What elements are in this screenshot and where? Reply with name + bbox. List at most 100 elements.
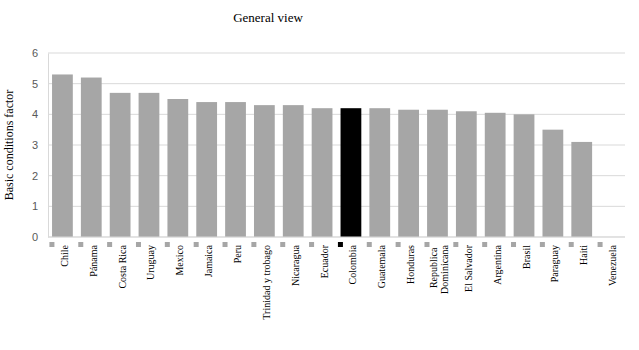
bar xyxy=(427,110,448,237)
grid-line xyxy=(48,237,625,238)
x-tick-label: Haiti xyxy=(578,245,589,265)
bar xyxy=(398,110,419,237)
y-tick: 5 xyxy=(32,78,48,90)
x-tick: Nicaragua xyxy=(280,242,301,286)
x-axis: Chile Pánama Costa Rica Uruguay Mexico Jamaic… xyxy=(49,238,626,320)
category-key xyxy=(194,242,199,247)
x-tick: Pánama xyxy=(78,242,99,277)
x-tick-label: Costa Rica xyxy=(117,244,128,288)
y-tick-label: 6 xyxy=(32,47,38,59)
x-tick: Peru xyxy=(223,242,244,263)
bar xyxy=(369,108,390,237)
category-key xyxy=(338,242,343,247)
x-tick: Guatemala xyxy=(367,242,388,288)
bar xyxy=(254,105,275,237)
x-tick: Argentina xyxy=(482,242,503,285)
bar xyxy=(341,108,362,237)
bar xyxy=(52,74,73,237)
y-axis-line xyxy=(48,54,49,238)
category-key xyxy=(511,242,516,247)
x-tick-label: Trinidad y trobago xyxy=(261,245,272,320)
bar xyxy=(283,105,304,237)
y-tick-label: 3 xyxy=(32,139,38,151)
x-tick: Jamaica xyxy=(194,242,215,277)
category-key xyxy=(251,242,256,247)
y-tick-label: 2 xyxy=(32,170,38,182)
x-tick-label: Argentina xyxy=(492,244,503,284)
bar xyxy=(485,113,506,237)
x-tick-label: Uruguay xyxy=(145,245,156,280)
bar xyxy=(139,93,160,237)
bar xyxy=(81,78,102,237)
x-tick: El Salvador xyxy=(453,242,474,292)
x-tick-label: Chile xyxy=(59,244,70,266)
category-key xyxy=(107,242,112,247)
x-tick: Honduras xyxy=(396,242,417,284)
bars xyxy=(52,74,592,237)
grid-line xyxy=(48,206,625,207)
bar xyxy=(542,130,563,237)
x-tick-label: Honduras xyxy=(405,245,416,284)
category-key xyxy=(165,242,170,247)
bar xyxy=(110,93,131,237)
x-tick: Uruguay xyxy=(136,242,157,280)
chart: 0 1 2 3 4 5 6 Chile Pánama Costa Rica Uruguay Mexic… xyxy=(0,0,639,350)
grid-line xyxy=(48,83,625,84)
x-tick-label: Paraguay xyxy=(549,245,560,282)
x-tick-label: Peru xyxy=(232,245,243,263)
x-tick-label: Nicaragua xyxy=(290,244,301,286)
plot-area: 0 1 2 3 4 5 6 Chile Pánama Costa Rica Uruguay Mexic… xyxy=(32,47,626,320)
bar xyxy=(167,99,188,237)
bar xyxy=(571,142,592,237)
y-tick: 3 xyxy=(32,139,48,151)
x-tick-label: Brasil xyxy=(521,245,532,269)
title: General view xyxy=(233,10,303,25)
category-key xyxy=(453,242,458,247)
y-tick-label: 5 xyxy=(32,78,38,90)
x-tick: Paraguay xyxy=(540,242,561,282)
x-tick-label: Pánama xyxy=(88,244,99,276)
grid-line xyxy=(48,175,625,176)
x-tick-label: Ecuador xyxy=(319,244,330,278)
x-axis-line xyxy=(49,237,626,238)
bar xyxy=(456,111,477,237)
x-tick: Costa Rica xyxy=(107,242,128,289)
x-tick: Chile xyxy=(49,242,70,267)
x-tick: Venezuela xyxy=(598,242,619,286)
category-key xyxy=(396,242,401,247)
x-tick-label: Guatemala xyxy=(376,244,387,288)
y-tick: 1 xyxy=(32,200,48,212)
x-tick: Haiti xyxy=(569,242,590,265)
category-key xyxy=(598,242,603,247)
x-tick-label: El Salvador xyxy=(463,244,474,292)
grid-line xyxy=(48,114,625,115)
x-tick-label: Venezuela xyxy=(607,244,618,286)
grid-line xyxy=(48,145,625,146)
category-key xyxy=(424,242,429,247)
baseline xyxy=(48,237,625,238)
x-tick-label: Republica Dominicana xyxy=(428,244,450,293)
x-tick-label: Jamaica xyxy=(203,244,214,277)
category-key xyxy=(78,242,83,247)
x-tick: Colombia xyxy=(338,242,359,284)
y-tick-label: 1 xyxy=(32,200,38,212)
x-tick-label: Mexico xyxy=(174,245,185,276)
category-key xyxy=(569,242,574,247)
category-key xyxy=(49,242,54,247)
bar xyxy=(312,108,333,237)
x-tick: Republica Dominicana xyxy=(424,242,450,294)
category-key xyxy=(482,242,487,247)
x-tick: Brasil xyxy=(511,242,532,269)
bar xyxy=(514,114,535,237)
y-tick-label: 4 xyxy=(32,108,38,120)
bar xyxy=(225,102,246,237)
grid xyxy=(48,53,625,237)
y-tick: 4 xyxy=(32,108,48,120)
y-tick: 0 xyxy=(32,231,48,243)
category-key xyxy=(309,242,314,247)
x-tick: Trinidad y trobago xyxy=(251,242,272,320)
y-axis: 0 1 2 3 4 5 6 xyxy=(32,47,49,243)
y-tick: 2 xyxy=(32,170,48,182)
category-key xyxy=(540,242,545,247)
category-key xyxy=(223,242,228,247)
